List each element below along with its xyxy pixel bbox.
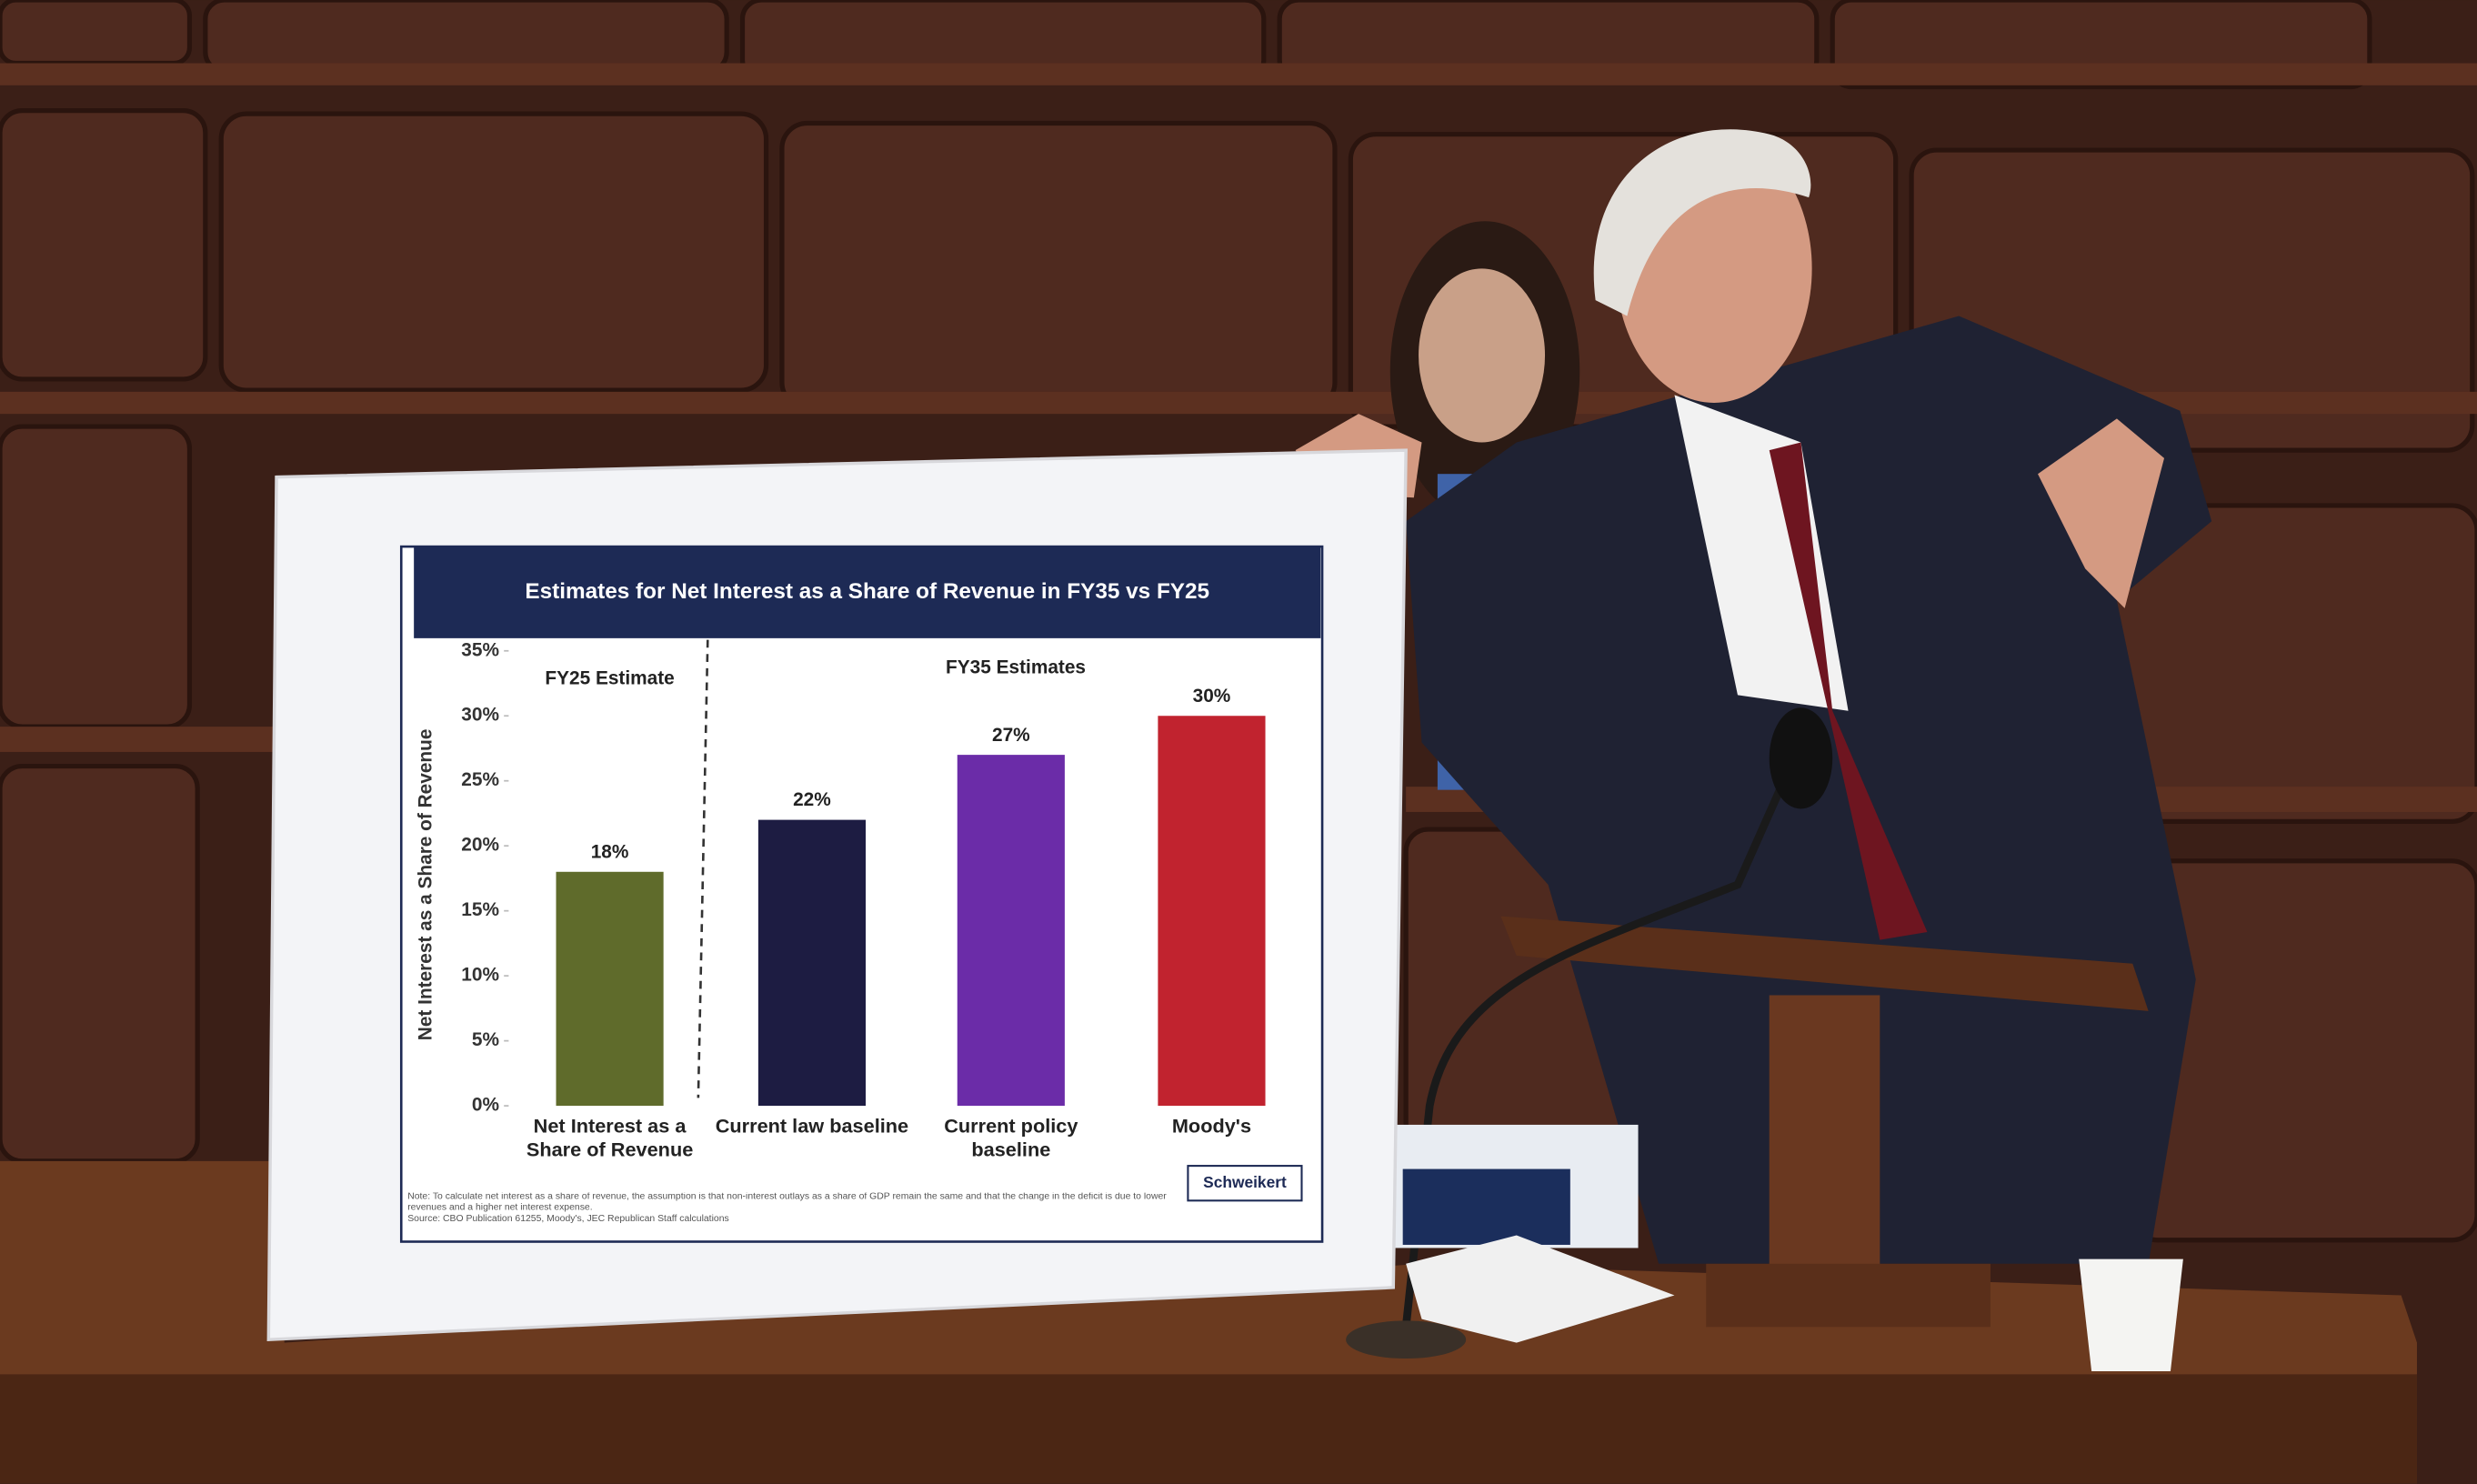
value-label: 30% bbox=[1193, 686, 1231, 707]
source: Source: CBO Publication 61255, Moody's, … bbox=[407, 1214, 729, 1225]
podium-base bbox=[1706, 1263, 1991, 1328]
note: Note: To calculate net interest as a sha… bbox=[407, 1192, 1167, 1214]
note-box: Note: To calculate net interest as a sha… bbox=[407, 1192, 1167, 1225]
bar bbox=[556, 871, 664, 1107]
y-tick-label: 10% bbox=[461, 965, 499, 986]
x-tick-box: Current policy baseline bbox=[944, 1115, 1078, 1161]
y-tick-label: 35% bbox=[461, 639, 499, 660]
y-tick-label: 25% bbox=[461, 769, 499, 790]
x-tick-label: Net Interest as a Share of Revenue bbox=[526, 1115, 694, 1161]
microphone-base bbox=[1346, 1320, 1467, 1359]
bar bbox=[757, 819, 867, 1107]
tissue bbox=[1406, 1235, 1675, 1343]
x-tick-label: Moody's bbox=[1171, 1115, 1252, 1138]
y-tick-label: 0% bbox=[472, 1095, 499, 1116]
podium-stand bbox=[1769, 995, 1880, 1296]
chart-title: Estimates for Net Interest as a Share of… bbox=[525, 579, 1209, 604]
y-tick-label: 15% bbox=[461, 899, 499, 920]
hair bbox=[1593, 129, 1811, 316]
annotation: FY25 Estimate bbox=[545, 668, 674, 689]
cup bbox=[2079, 1258, 2183, 1371]
divider bbox=[697, 639, 709, 1098]
value-label: 27% bbox=[992, 725, 1030, 746]
x-tick-box: Net Interest as a Share of Revenue bbox=[526, 1115, 694, 1161]
value-label: 22% bbox=[793, 789, 831, 810]
logo: Schweikert bbox=[1203, 1173, 1287, 1191]
desk-edge bbox=[0, 1374, 2417, 1484]
tie bbox=[1769, 442, 1928, 940]
y-tick-label: 30% bbox=[461, 705, 499, 726]
value-label: 18% bbox=[591, 841, 629, 862]
y-tick-label: 5% bbox=[472, 1029, 499, 1050]
logo-box bbox=[1187, 1165, 1303, 1202]
papers-print bbox=[1402, 1168, 1570, 1245]
x-tick-box: Current law baseline bbox=[715, 1115, 909, 1138]
y-axis-label: Net Interest as a Share of Revenue bbox=[416, 729, 436, 1041]
bar bbox=[957, 755, 1065, 1107]
bar bbox=[1158, 716, 1266, 1107]
x-tick-label: Current law baseline bbox=[715, 1115, 909, 1138]
microphone-head bbox=[1769, 707, 1833, 809]
y-tick-label: 20% bbox=[461, 835, 499, 856]
shirt-collar bbox=[1674, 395, 1849, 711]
podium-top bbox=[1500, 916, 2149, 1011]
title-bar bbox=[414, 546, 1321, 638]
hand bbox=[2038, 418, 2165, 608]
face bbox=[1419, 268, 1546, 443]
x-tick-label: Current policy baseline bbox=[944, 1115, 1078, 1161]
x-tick-box: Moody's bbox=[1171, 1115, 1252, 1138]
microphone bbox=[1401, 740, 1805, 1328]
annotation: FY35 Estimates bbox=[946, 657, 1086, 677]
